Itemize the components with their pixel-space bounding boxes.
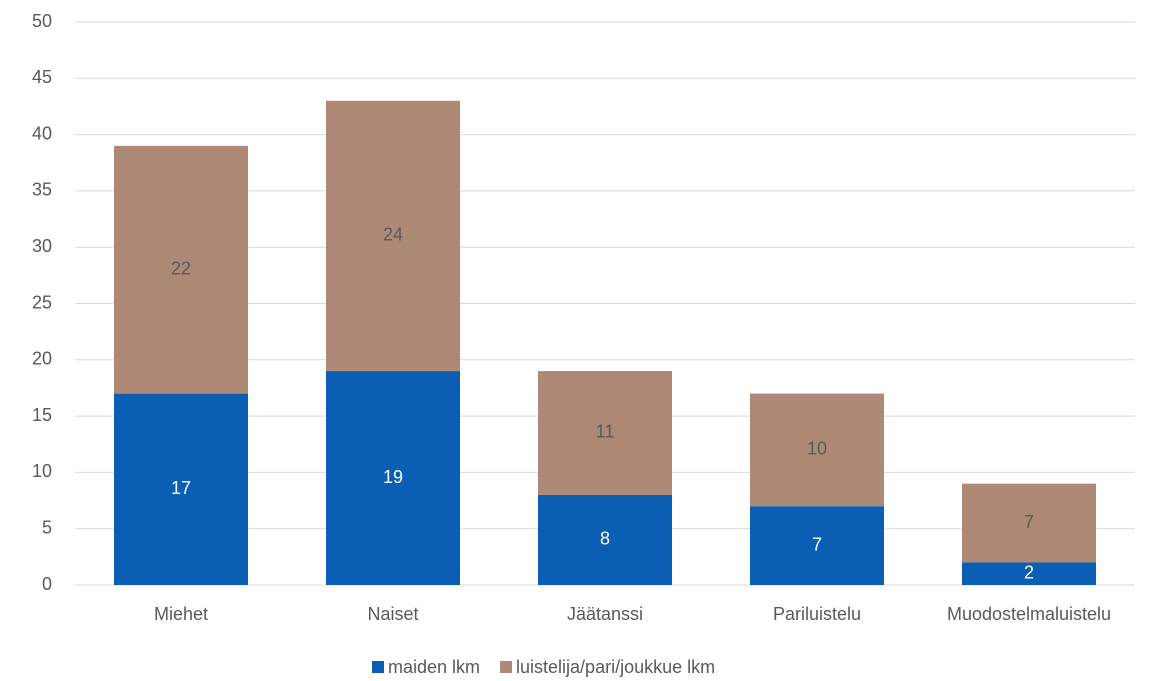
y-tick-label: 40: [32, 123, 52, 143]
x-tick-label: Miehet: [154, 604, 208, 624]
x-tick-label: Pariluistelu: [773, 604, 861, 624]
bar-segment: [114, 145, 248, 394]
x-tick-label: Jäätanssi: [567, 604, 643, 624]
x-tick-label: Muodostelmaluistelu: [947, 604, 1111, 624]
data-label: 11: [596, 422, 615, 442]
y-tick-label: 15: [32, 405, 52, 425]
bar-segment: [750, 393, 884, 507]
data-label: 19: [383, 467, 403, 487]
bar-segment: [750, 506, 884, 585]
legend-swatch: [372, 661, 384, 673]
y-tick-label: 20: [32, 349, 52, 369]
y-tick-label: 35: [32, 180, 52, 200]
data-label: 10: [807, 439, 827, 459]
y-tick-label: 25: [32, 292, 52, 312]
y-tick-label: 5: [42, 517, 52, 537]
bar-segment: [114, 393, 248, 585]
legend-swatch: [500, 661, 513, 673]
bar-segment: [538, 494, 672, 585]
data-label: 24: [383, 225, 403, 245]
data-label: 22: [171, 258, 191, 278]
data-label: 17: [171, 478, 191, 498]
bar-segment: [326, 371, 460, 585]
y-tick-label: 50: [32, 11, 52, 31]
legend-label: luistelija/pari/joukkue lkm: [516, 657, 715, 677]
data-label: 7: [812, 534, 822, 554]
x-tick-label: Naiset: [367, 604, 418, 624]
data-label: 7: [1024, 512, 1034, 532]
data-label: 2: [1024, 562, 1034, 582]
y-tick-label: 45: [32, 67, 52, 87]
y-tick-label: 30: [32, 236, 52, 256]
bar-segment: [962, 562, 1096, 585]
data-label: 8: [600, 529, 610, 549]
y-tick-label: 10: [32, 461, 52, 481]
bar-segment: [326, 100, 460, 372]
bar-segment: [962, 483, 1096, 563]
y-tick-label: 0: [42, 574, 52, 594]
bar-segment: [538, 371, 672, 495]
legend-label: maiden lkm: [388, 657, 480, 677]
